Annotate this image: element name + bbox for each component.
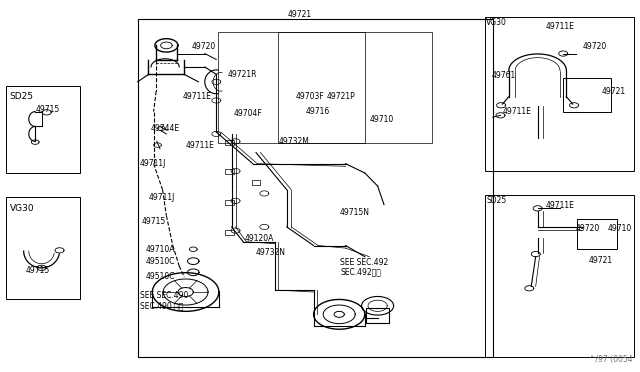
Text: 49721R: 49721R [227,70,257,79]
Text: 49711E: 49711E [545,201,574,210]
Text: 49710A: 49710A [146,245,175,254]
Text: 49721: 49721 [589,256,613,265]
Text: 49711E: 49711E [182,92,211,101]
Bar [563,78,611,112]
Bar [6,86,80,173]
Text: 49715N: 49715N [339,208,369,217]
Bar [6,197,80,299]
Bar [225,230,234,235]
Text: 49711E: 49711E [502,107,531,116]
Text: 49720: 49720 [582,42,607,51]
Polygon shape [188,269,199,276]
Text: SEC.490 参照: SEC.490 参照 [140,301,183,310]
Text: 49715: 49715 [142,217,166,226]
Text: 49120A: 49120A [244,234,274,243]
Text: 49711E: 49711E [186,141,214,150]
Bar [485,17,634,171]
Text: 49732M: 49732M [278,137,309,146]
Text: 49761: 49761 [492,71,516,80]
Text: 49711J: 49711J [140,159,166,168]
Bar [366,308,389,323]
Text: 49716: 49716 [306,107,330,116]
Text: 49732N: 49732N [256,248,286,257]
Text: 49510C: 49510C [146,272,175,280]
Polygon shape [155,39,178,52]
Text: 49744E: 49744E [150,124,180,133]
Text: SEE SEC.492: SEE SEC.492 [340,258,388,267]
Bar [138,19,493,357]
Text: 49704F: 49704F [234,109,262,118]
Bar [218,32,432,143]
Text: 49721: 49721 [288,10,312,19]
Text: 49721P: 49721P [326,92,355,101]
Text: 49720: 49720 [576,224,600,233]
Text: SD25: SD25 [10,92,34,101]
Polygon shape [188,258,199,264]
Text: 49715: 49715 [35,105,60,114]
Text: 49710: 49710 [370,115,394,124]
Text: 49711J: 49711J [148,193,175,202]
Text: 49721: 49721 [602,87,626,96]
Text: 49715: 49715 [26,266,50,275]
Bar [252,180,260,185]
Bar [577,219,617,249]
Text: 49510C: 49510C [146,257,175,266]
Bar [485,195,634,357]
Text: SEC.492参照: SEC.492参照 [340,268,381,277]
Text: SD25: SD25 [486,196,507,205]
Text: 49710: 49710 [608,224,632,233]
Bar [225,140,234,145]
Polygon shape [362,296,394,315]
Text: VG30: VG30 [486,18,508,27]
Text: VG30: VG30 [10,204,34,213]
Text: ^/97 (0054: ^/97 (0054 [589,355,632,364]
Polygon shape [314,299,365,329]
Bar [225,200,234,205]
Bar [278,32,365,143]
Text: SEE SEC.490: SEE SEC.490 [140,291,188,300]
Text: 49720: 49720 [192,42,216,51]
Bar [225,169,234,174]
Text: 49711E: 49711E [545,22,574,31]
Text: 49703F: 49703F [296,92,324,101]
